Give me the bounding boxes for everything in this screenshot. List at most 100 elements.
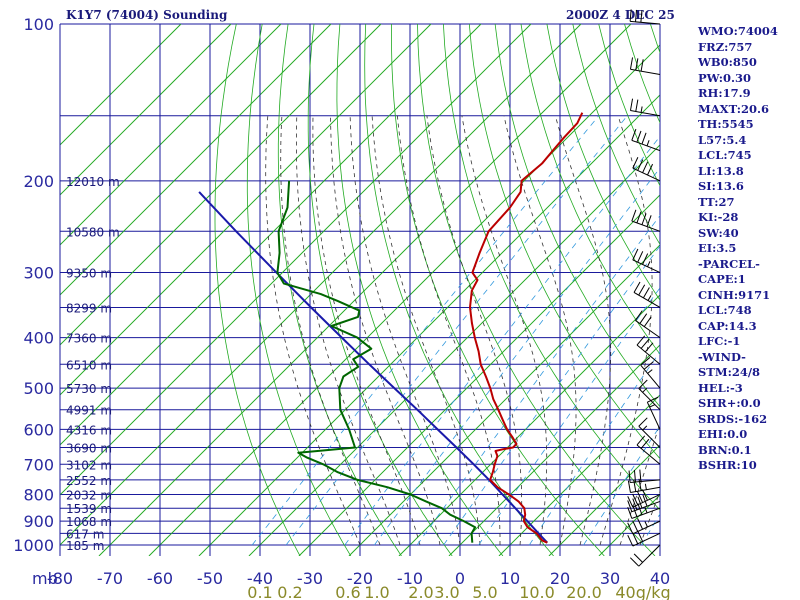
dry-adiabat-lines: [214, 24, 800, 556]
moist-adiabat-32: [619, 421, 660, 546]
pressure-label-600: 600: [23, 420, 54, 439]
moist-adiabat--4: [330, 115, 441, 546]
barb-half-flag: [642, 387, 648, 393]
isotherm--30: [298, 194, 660, 556]
mixing-ratio-label-1: 0.2: [277, 583, 302, 600]
index-line: LCL:745: [698, 148, 752, 162]
isotherm--110: [60, 24, 432, 396]
dry-adiabat-450: [780, 24, 800, 556]
isotherm-0: [448, 344, 660, 556]
mixing-ratio-label-8: 20.0: [566, 583, 602, 600]
moist-adiabat-lines: [265, 115, 660, 546]
index-line: EHI:0.0: [698, 427, 748, 441]
temperature-label--40: -40: [247, 569, 273, 588]
wind-barb-500: [640, 357, 661, 389]
barb-flag: [629, 9, 632, 22]
barb-half-flag: [647, 261, 651, 267]
parcel-line: [198, 191, 549, 544]
barb-half-flag: [646, 140, 650, 147]
temperature-axis-labels: -80 -70 -60 -50 -40 -30 -20 -10 0 10 20 30 40: [47, 569, 670, 588]
temperature-label--80: -80: [47, 569, 73, 588]
mixing-ratio-label-5: 3.0: [434, 583, 459, 600]
moist-adiabat-16: [461, 115, 548, 546]
barb-flag: [646, 215, 652, 227]
barb-flag: [642, 287, 650, 299]
barb-flag: [635, 310, 643, 321]
isotherm--80: [60, 24, 582, 546]
barb-half-flag: [644, 507, 648, 514]
moist-adiabat-8: [397, 115, 501, 545]
height-label-200: 12010 m: [66, 175, 120, 189]
dewpoint-trace: [276, 180, 477, 543]
index-line: CAPE:1: [698, 272, 746, 286]
index-line: FRZ:757: [698, 39, 753, 54]
barb-flag: [640, 357, 651, 366]
barb-half-flag: [644, 483, 647, 490]
barb-flag: [636, 435, 646, 446]
mixing-ratio-1: [374, 167, 660, 546]
pressure-label-1000: 1000: [13, 536, 54, 555]
index-line: RH:17.9: [698, 86, 751, 100]
wind-barb-100: [629, 9, 661, 25]
mixing-ratio-label-6: 5.0: [472, 583, 497, 600]
barb-flag: [632, 157, 639, 169]
index-line: CAP:14.3: [698, 318, 757, 333]
barb-half-flag: [642, 425, 648, 431]
height-label-450: 6510 m: [66, 358, 112, 372]
temperature-label--60: -60: [147, 569, 173, 588]
barb-flag: [647, 163, 654, 176]
moist-adiabat--12: [296, 115, 401, 546]
barb-flag: [634, 9, 638, 22]
dry-adiabat-250: [246, 24, 352, 556]
isotherm--100: [60, 24, 482, 446]
height-label-250: 10580 m: [66, 225, 120, 239]
moist-adiabat-4: [371, 115, 481, 546]
index-line: PW:0.30: [698, 70, 752, 85]
mixing-ratio-label-9: 40g/kg: [615, 583, 670, 600]
barb-flag: [638, 379, 648, 389]
height-label-950: 617 m: [66, 527, 104, 541]
chart-title: K1Y7 (74004) Sounding: [66, 8, 228, 22]
barb-flag: [628, 470, 631, 483]
height-label-900: 1068 m: [66, 515, 112, 529]
isotherm--120: [60, 24, 382, 346]
mixing-ratio-label-2: 0.6: [335, 583, 360, 600]
mixing-ratio-label-0: 0.1: [247, 583, 272, 600]
pressure-label-400: 400: [23, 329, 54, 348]
dry-adiabat-370: [572, 24, 660, 246]
barb-flag: [640, 338, 650, 349]
barb-flag: [641, 489, 648, 501]
barb-flag: [637, 530, 644, 542]
barb-flag: [627, 534, 634, 547]
barb-flag: [643, 316, 652, 327]
isotherm--70: [98, 24, 632, 556]
barb-flag: [639, 313, 648, 324]
wind-barb-775: [627, 478, 661, 493]
barb-flag: [639, 469, 642, 482]
wind-barb-700: [636, 435, 661, 465]
mixing-ratio-label-4: 2.0: [408, 583, 433, 600]
index-line: KI:-28: [698, 210, 739, 224]
barb-flag: [635, 99, 639, 112]
index-line: SW:40: [698, 225, 739, 240]
barb-flag: [641, 213, 647, 225]
index-line: LCL:748: [698, 303, 752, 317]
temperature-label-20: 20: [550, 569, 570, 588]
barb-flag: [642, 494, 648, 507]
mixing-ratio-label-7: 10.0: [519, 583, 555, 600]
barb-flag: [635, 58, 639, 71]
barb-staff: [630, 68, 661, 75]
index-line: STM:24/8: [698, 365, 761, 379]
barb-flag: [636, 211, 642, 224]
height-label-600: 4316 m: [66, 423, 112, 437]
index-line: BSHR:10: [698, 458, 757, 472]
index-line: EI:3.5: [698, 241, 737, 255]
index-line: SHR+:0.0: [698, 396, 761, 410]
barb-staff: [630, 110, 661, 117]
pressure-axis-labels: 100 200 300 400 500 600 700 800 900 1000 mb: [13, 15, 57, 588]
index-line: L57:5.4: [698, 132, 747, 147]
moist-adiabat--8: [312, 115, 421, 546]
index-line: BRN:0.1: [698, 442, 752, 457]
dry-adiabat-340: [494, 24, 660, 408]
